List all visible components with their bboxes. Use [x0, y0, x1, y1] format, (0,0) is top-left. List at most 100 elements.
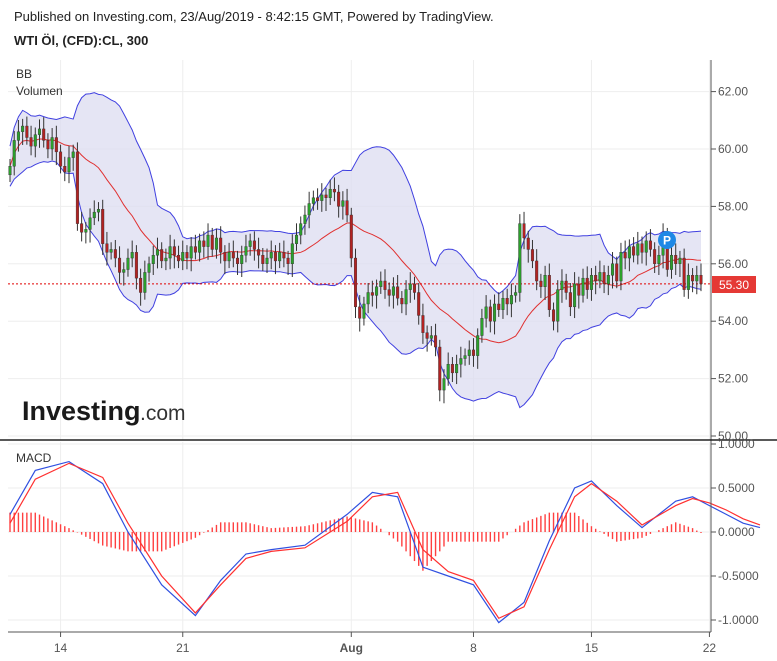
candle-body [92, 211, 96, 219]
y-tick-label: 58.00 [718, 199, 748, 213]
y-tick-label: 0.0000 [718, 525, 755, 539]
candle-body [177, 254, 181, 262]
candle-body [455, 364, 459, 374]
candle-body [379, 280, 383, 287]
candle-body [606, 275, 610, 285]
candle-body [648, 240, 652, 250]
macd-lines [9, 460, 761, 624]
candle-body [442, 378, 446, 391]
candle-body [307, 203, 311, 216]
candle-body [206, 234, 210, 247]
candle-body [611, 263, 615, 276]
candle-body [42, 128, 46, 141]
grid-lines [8, 60, 711, 632]
candle-body [88, 217, 92, 230]
indicator-label-volume: Volumen [16, 84, 63, 98]
candle-body [674, 254, 678, 265]
candle-body [598, 272, 602, 282]
y-tick-label: 60.00 [718, 142, 748, 156]
macd-line [9, 460, 761, 624]
candle-body [290, 243, 294, 265]
candle-body [193, 246, 197, 253]
candle-body [632, 246, 636, 256]
candle-body [67, 157, 71, 173]
candle-body [425, 332, 429, 339]
candle-body [514, 292, 518, 296]
candle-body [669, 254, 674, 270]
candle-body [147, 263, 151, 273]
candle-body [46, 140, 50, 150]
candle-body [577, 283, 581, 296]
y-tick-label: -1.0000 [718, 613, 759, 627]
candle-body [109, 249, 113, 253]
candle-body [134, 252, 138, 279]
candle-body [438, 346, 442, 391]
candle-body [657, 254, 661, 265]
candle-body [168, 246, 172, 259]
candle-body [164, 257, 168, 262]
candle-body [636, 243, 640, 256]
candlesticks [8, 116, 703, 404]
candle-body [375, 286, 379, 296]
published-caption: Published on Investing.com, 23/Aug/2019 … [14, 9, 494, 24]
candle-body [33, 134, 37, 147]
candle-body [37, 128, 42, 135]
candle-body [539, 280, 543, 287]
y-tick-label: 54.00 [718, 314, 748, 328]
candle-body [80, 223, 84, 233]
candle-body [404, 289, 408, 305]
candle-body [594, 275, 598, 282]
candle-body [181, 252, 185, 262]
candle-body [185, 252, 189, 259]
candle-body [450, 364, 454, 374]
candle-body [522, 223, 526, 239]
candle-body [573, 283, 577, 308]
candle-body [219, 237, 223, 253]
x-tick-label: 21 [176, 641, 190, 655]
candle-body [21, 125, 25, 132]
candle-body [210, 234, 214, 250]
candle-body [366, 292, 370, 305]
candle-body [303, 214, 307, 224]
candle-body [299, 223, 303, 236]
candle-body [337, 191, 341, 207]
axis-labels: 14 21 Aug 8 15 22 50.00 52.00 54.00 56.00 58.00 60.… [54, 85, 759, 655]
axes [0, 60, 777, 637]
candle-body [231, 252, 235, 259]
candle-body [568, 292, 572, 308]
investing-logo: Investing .com [22, 396, 186, 426]
candle-body [530, 249, 534, 262]
candle-body [589, 275, 593, 290]
candle-body [252, 240, 256, 250]
candle-body [446, 364, 450, 379]
candle-body [429, 335, 433, 339]
candle-body [75, 151, 79, 224]
candle-body [686, 275, 690, 290]
candle-body [105, 243, 109, 253]
candle-body [678, 257, 682, 264]
candle-body [126, 257, 130, 270]
candle-body [223, 252, 227, 262]
candle-body [488, 306, 492, 322]
candle-body [581, 277, 585, 296]
candle-body [505, 298, 509, 305]
candle-body [493, 303, 497, 322]
candle-body [50, 137, 54, 150]
x-tick-label: 14 [54, 641, 68, 655]
candle-body [396, 286, 400, 299]
candle-body [25, 125, 29, 138]
marker-badge[interactable]: P [658, 231, 676, 249]
candle-body [383, 280, 387, 290]
candle-body [400, 298, 404, 305]
candle-body [198, 240, 202, 253]
candle-body [63, 166, 67, 173]
candle-body [547, 275, 551, 310]
candle-body [501, 298, 505, 310]
candle-body [640, 243, 644, 253]
signal-line [9, 462, 761, 619]
candle-body [29, 137, 33, 147]
candle-body [257, 249, 261, 256]
candle-body [564, 280, 568, 293]
candle-body [417, 292, 421, 316]
